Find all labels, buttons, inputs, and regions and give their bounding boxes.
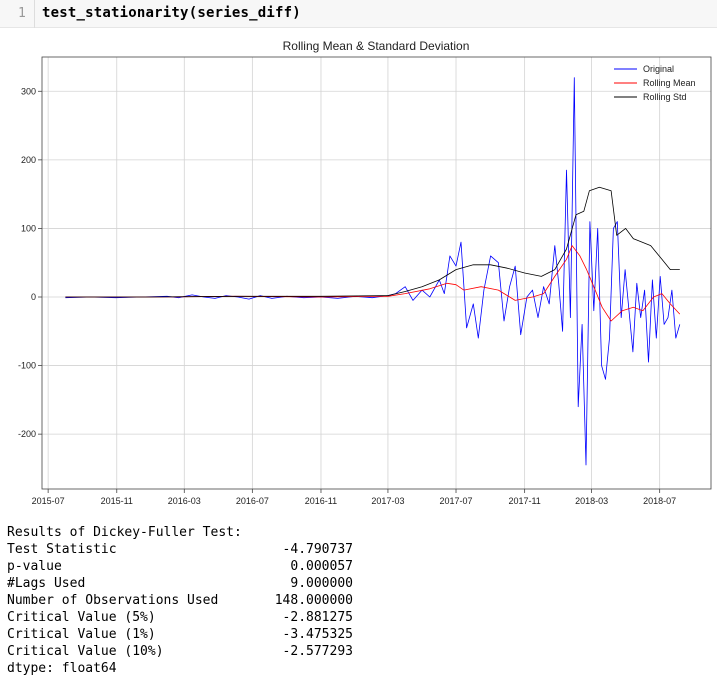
results-row-value: -4.790737 bbox=[282, 542, 353, 557]
x-tick-label: 2018-03 bbox=[575, 496, 608, 506]
results-row-label: Test Statistic bbox=[7, 542, 117, 557]
results-row-label: Critical Value (10%) bbox=[7, 644, 164, 659]
y-tick-label: 300 bbox=[21, 86, 36, 96]
y-tick-label: -100 bbox=[18, 361, 36, 371]
results-row: Test Statistic -4.790737 bbox=[7, 541, 367, 558]
rolling-stats-chart: Rolling Mean & Standard Deviation -200 -1… bbox=[18, 39, 712, 506]
results-row-value: 9.000000 bbox=[290, 576, 353, 591]
x-tick-label: 2018-07 bbox=[643, 496, 676, 506]
x-tick-label: 2017-07 bbox=[439, 496, 472, 506]
gutter-divider bbox=[34, 0, 35, 28]
code-cell-input[interactable]: 1 test_stationarity(series_diff) bbox=[0, 0, 717, 28]
y-tick-label: 0 bbox=[31, 292, 36, 302]
x-tick-label: 2017-11 bbox=[508, 496, 540, 506]
y-tick-label: 200 bbox=[21, 155, 36, 165]
results-table: Test Statistic -4.790737 p-value 0.000057 #L… bbox=[7, 541, 367, 660]
results-row: Critical Value (10%) -2.577293 bbox=[7, 643, 367, 660]
dickey-fuller-results: Results of Dickey-Fuller Test: Test Stat… bbox=[7, 524, 367, 677]
legend-label-rolling-mean: Rolling Mean bbox=[643, 78, 696, 88]
x-axis: 2015-07 2015-11 2016-03 2016-07 2016-11 2017-… bbox=[32, 489, 676, 506]
legend-label-original: Original bbox=[643, 64, 674, 74]
results-row: Critical Value (5%) -2.881275 bbox=[7, 609, 367, 626]
results-row-label: Critical Value (5%) bbox=[7, 610, 156, 625]
results-row-label: Number of Observations Used bbox=[7, 593, 219, 608]
results-dtype: dtype: float64 bbox=[7, 661, 117, 676]
legend-label-rolling-std: Rolling Std bbox=[643, 92, 687, 102]
x-tick-label: 2015-11 bbox=[101, 496, 133, 506]
results-row: #Lags Used 9.000000 bbox=[7, 575, 367, 592]
results-title: Results of Dickey-Fuller Test: bbox=[7, 525, 242, 540]
results-row-value: 148.000000 bbox=[274, 593, 353, 608]
y-tick-label: 100 bbox=[21, 223, 36, 233]
results-row-value: 0.000057 bbox=[290, 559, 353, 574]
y-axis: -200 -100 0 100 200 300 bbox=[18, 86, 42, 439]
x-tick-label: 2016-03 bbox=[168, 496, 201, 506]
chart-legend: Original Rolling Mean Rolling Std bbox=[614, 64, 696, 102]
x-tick-label: 2016-07 bbox=[236, 496, 269, 506]
chart-series bbox=[65, 77, 681, 466]
chart-grid bbox=[42, 57, 711, 489]
results-row: Critical Value (1%) -3.475325 bbox=[7, 626, 367, 643]
x-tick-label: 2015-07 bbox=[32, 496, 65, 506]
series-line-original bbox=[65, 77, 681, 466]
results-row-value: -2.577293 bbox=[282, 644, 353, 659]
results-row-label: Critical Value (1%) bbox=[7, 627, 156, 642]
results-row: Number of Observations Used 148.000000 bbox=[7, 592, 367, 609]
code-line[interactable]: test_stationarity(series_diff) bbox=[42, 5, 301, 21]
results-row-label: p-value bbox=[7, 559, 62, 574]
y-tick-label: -200 bbox=[18, 429, 36, 439]
results-row: p-value 0.000057 bbox=[7, 558, 367, 575]
plot-frame bbox=[41, 56, 712, 490]
x-tick-label: 2016-11 bbox=[305, 496, 337, 506]
results-row-value: -3.475325 bbox=[282, 627, 353, 642]
x-tick-label: 2017-03 bbox=[371, 496, 404, 506]
series-line-rolling-mean bbox=[65, 245, 681, 322]
line-number: 1 bbox=[18, 6, 26, 21]
results-row-value: -2.881275 bbox=[282, 610, 353, 625]
results-row-label: #Lags Used bbox=[7, 576, 86, 591]
series-line-rolling-std bbox=[65, 186, 680, 298]
chart-title: Rolling Mean & Standard Deviation bbox=[283, 39, 470, 53]
